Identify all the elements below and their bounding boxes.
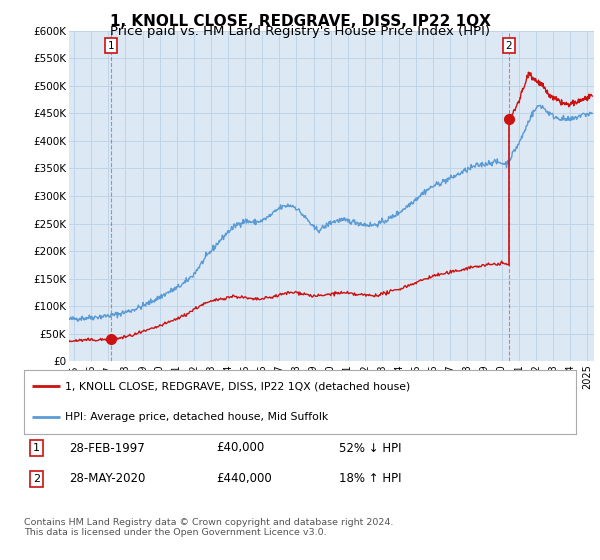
Text: 1, KNOLL CLOSE, REDGRAVE, DISS, IP22 1QX (detached house): 1, KNOLL CLOSE, REDGRAVE, DISS, IP22 1QX… [65,381,410,391]
Text: Contains HM Land Registry data © Crown copyright and database right 2024.
This d: Contains HM Land Registry data © Crown c… [24,518,394,538]
Text: £440,000: £440,000 [216,472,272,486]
Text: 18% ↑ HPI: 18% ↑ HPI [339,472,401,486]
Text: 1: 1 [33,443,40,453]
Text: 28-MAY-2020: 28-MAY-2020 [69,472,145,486]
Text: 2: 2 [505,41,512,50]
Text: 28-FEB-1997: 28-FEB-1997 [69,441,145,455]
Text: 1: 1 [108,41,115,50]
Text: HPI: Average price, detached house, Mid Suffolk: HPI: Average price, detached house, Mid … [65,412,329,422]
Text: Price paid vs. HM Land Registry's House Price Index (HPI): Price paid vs. HM Land Registry's House … [110,25,490,38]
Text: 52% ↓ HPI: 52% ↓ HPI [339,441,401,455]
Text: 1, KNOLL CLOSE, REDGRAVE, DISS, IP22 1QX: 1, KNOLL CLOSE, REDGRAVE, DISS, IP22 1QX [110,14,490,29]
Text: £40,000: £40,000 [216,441,264,455]
Text: 2: 2 [33,474,40,484]
